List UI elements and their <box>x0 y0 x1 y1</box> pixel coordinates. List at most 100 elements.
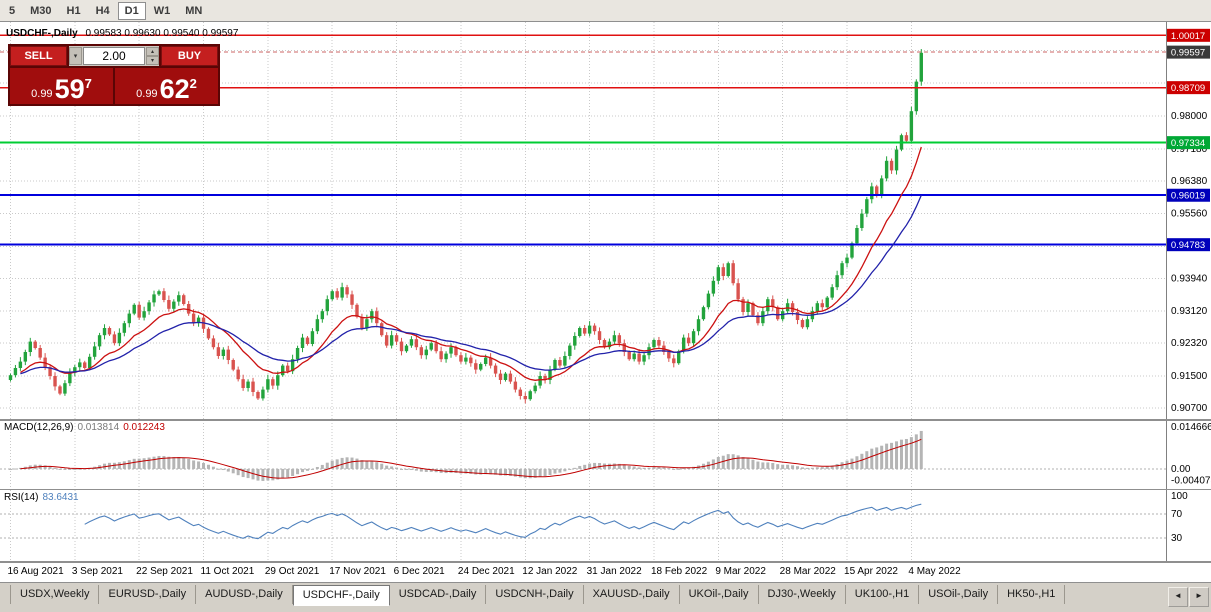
date-label: 12 Jan 2022 <box>522 566 578 577</box>
chart-tabs: USDX,Weekly EURUSD-,Daily AUDUSD-,Daily USD… <box>0 583 1167 607</box>
timeframe-button-h1[interactable]: H1 <box>66 4 81 17</box>
svg-text:30: 30 <box>1171 533 1183 544</box>
svg-text:0.93940: 0.93940 <box>1171 273 1208 284</box>
date-label: 22 Sep 2021 <box>136 566 193 577</box>
svg-text:0.96380: 0.96380 <box>1171 176 1208 187</box>
bid-price-pip: 7 <box>84 76 92 91</box>
rsi-value: 83.6431 <box>42 492 79 503</box>
volume-increase-button[interactable]: ▴ <box>146 47 159 56</box>
timeframe-button-5[interactable]: 5 <box>9 4 16 17</box>
ask-price-prefix: 0.99 <box>136 88 158 100</box>
rsi-label: RSI(14) 83.6431 <box>4 492 79 503</box>
chevron-down-icon: ▾ <box>73 53 78 60</box>
tab-usdx-weekly[interactable]: USDX,Weekly <box>10 585 100 604</box>
svg-text:1.00017: 1.00017 <box>1171 31 1205 42</box>
svg-text:0.98709: 0.98709 <box>1171 83 1205 94</box>
chart-title: USDCHF-,Daily 0.99583 0.99630 0.99540 0.… <box>6 28 238 39</box>
tabbar: USDX,Weekly EURUSD-,Daily AUDUSD-,Daily USD… <box>0 582 1211 612</box>
tab-hk50-h1[interactable]: HK50-,H1 <box>998 585 1066 604</box>
date-label: 18 Feb 2022 <box>650 566 708 577</box>
bid-price-button[interactable]: 0.99 59 7 <box>10 68 113 104</box>
timeframe-toolbar: 5 M30 H1 H4 D1 W1 MN <box>0 0 1211 22</box>
svg-text:100: 100 <box>1171 491 1188 502</box>
ask-price-button[interactable]: 0.99 62 2 <box>115 68 218 104</box>
date-label: 6 Dec 2021 <box>393 566 445 577</box>
ask-price-pip: 2 <box>189 76 197 91</box>
bid-price-prefix: 0.99 <box>31 88 53 100</box>
timeframe-button-w1[interactable]: W1 <box>153 4 171 17</box>
tab-usdchf-daily[interactable]: USDCHF-,Daily <box>292 585 390 606</box>
timeframe-button-mn[interactable]: MN <box>185 4 203 17</box>
macd-value: 0.013814 <box>77 422 120 433</box>
macd-label: MACD(12,26,9) 0.013814 0.012243 <box>4 422 165 433</box>
chart-window: 0.98000 0.97180 0.96380 0.95560 0.93940 0.931… <box>0 22 1211 582</box>
macd-panel[interactable]: 0.014666 0.00-0.004078 <box>0 420 1211 490</box>
volume-stepper: ▴ ▾ <box>146 47 159 65</box>
timeframe-button-m30[interactable]: M30 <box>30 4 52 17</box>
trade-prices-row: 0.99 59 7 0.99 62 2 <box>10 68 218 104</box>
ask-price-big: 62 <box>159 74 190 104</box>
date-label: 16 Aug 2021 <box>7 566 64 577</box>
triangle-down-icon: ▾ <box>150 58 154 64</box>
tabs-scroll-left-button[interactable]: ◄ <box>1168 587 1188 607</box>
tab-uk100-h1[interactable]: UK100-,H1 <box>846 585 920 604</box>
tab-ukoil-daily[interactable]: UKOil-,Daily <box>680 585 759 604</box>
rsi-panel[interactable]: 100 70 30 <box>0 490 1211 562</box>
bid-price-big: 59 <box>54 74 85 104</box>
left-arrow-icon: ◄ <box>1174 591 1182 600</box>
tab-usoil-daily[interactable]: USOil-,Daily <box>919 585 999 604</box>
date-label: 9 Mar 2022 <box>715 566 766 577</box>
sell-button[interactable]: SELL <box>10 46 67 66</box>
svg-text:0.014666: 0.014666 <box>1171 422 1211 433</box>
date-label: 17 Nov 2021 <box>329 566 386 577</box>
buy-button[interactable]: BUY <box>161 46 218 66</box>
volume-decrease-button[interactable]: ▾ <box>146 56 159 65</box>
svg-text:0.00: 0.00 <box>1171 464 1191 475</box>
macd-name: MACD(12,26,9) <box>4 422 74 433</box>
svg-text:0.92320: 0.92320 <box>1171 338 1208 349</box>
date-label: 31 Jan 2022 <box>586 566 642 577</box>
volume-input[interactable] <box>83 47 145 65</box>
svg-text:0.98000: 0.98000 <box>1171 111 1208 122</box>
date-label: 29 Oct 2021 <box>264 566 320 577</box>
svg-text:0.99597: 0.99597 <box>1171 48 1205 59</box>
svg-text:0.95560: 0.95560 <box>1171 209 1208 220</box>
right-arrow-icon: ► <box>1195 591 1203 600</box>
tabs-scroll-right-button[interactable]: ► <box>1189 587 1209 607</box>
svg-text:-0.004078: -0.004078 <box>1171 476 1211 487</box>
rsi-name: RSI(14) <box>4 492 39 503</box>
tab-scroll-buttons: ◄ ► <box>1167 587 1209 607</box>
svg-text:0.94783: 0.94783 <box>1171 240 1205 251</box>
date-label: 3 Sep 2021 <box>71 566 123 577</box>
timeframe-button-d1[interactable]: D1 <box>117 1 146 20</box>
svg-text:0.97334: 0.97334 <box>1171 138 1205 149</box>
volume-dropdown-button[interactable]: ▾ <box>69 47 82 65</box>
chart-ohlc-values: 0.99583 0.99630 0.99540 0.99597 <box>85 28 239 39</box>
svg-text:0.91500: 0.91500 <box>1171 371 1208 382</box>
svg-text:70: 70 <box>1171 509 1183 520</box>
date-label: 15 Apr 2022 <box>844 566 898 577</box>
chart-symbol-period: USDCHF-,Daily <box>6 28 78 39</box>
macd-signal-value: 0.012243 <box>123 422 165 433</box>
svg-text:0.96019: 0.96019 <box>1171 191 1205 202</box>
svg-text:0.90700: 0.90700 <box>1171 403 1208 414</box>
date-label: 28 Mar 2022 <box>779 566 836 577</box>
svg-text:0.93120: 0.93120 <box>1171 306 1208 317</box>
tab-usdcnh-daily[interactable]: USDCNH-,Daily <box>486 585 584 604</box>
time-axis[interactable]: 16 Aug 2021 3 Sep 2021 22 Sep 2021 11 Oct 2… <box>0 562 1211 582</box>
date-label: 24 Dec 2021 <box>457 566 515 577</box>
svg-text:0.97180: 0.97180 <box>1171 144 1208 155</box>
volume-control: ▾ ▴ ▾ <box>69 46 159 66</box>
date-label: 11 Oct 2021 <box>200 566 255 577</box>
tab-eurusd-daily[interactable]: EURUSD-,Daily <box>99 585 197 604</box>
triangle-up-icon: ▴ <box>150 49 154 55</box>
timeframe-button-h4[interactable]: H4 <box>95 4 110 17</box>
trade-controls-row: SELL ▾ ▴ ▾ BUY <box>10 46 218 66</box>
tab-audusd-daily[interactable]: AUDUSD-,Daily <box>196 585 293 604</box>
date-label: 4 May 2022 <box>908 566 961 577</box>
tab-dj30-weekly[interactable]: DJ30-,Weekly <box>759 585 846 604</box>
tab-xauusd-daily[interactable]: XAUUSD-,Daily <box>584 585 680 604</box>
tab-usdcad-daily[interactable]: USDCAD-,Daily <box>390 585 487 604</box>
